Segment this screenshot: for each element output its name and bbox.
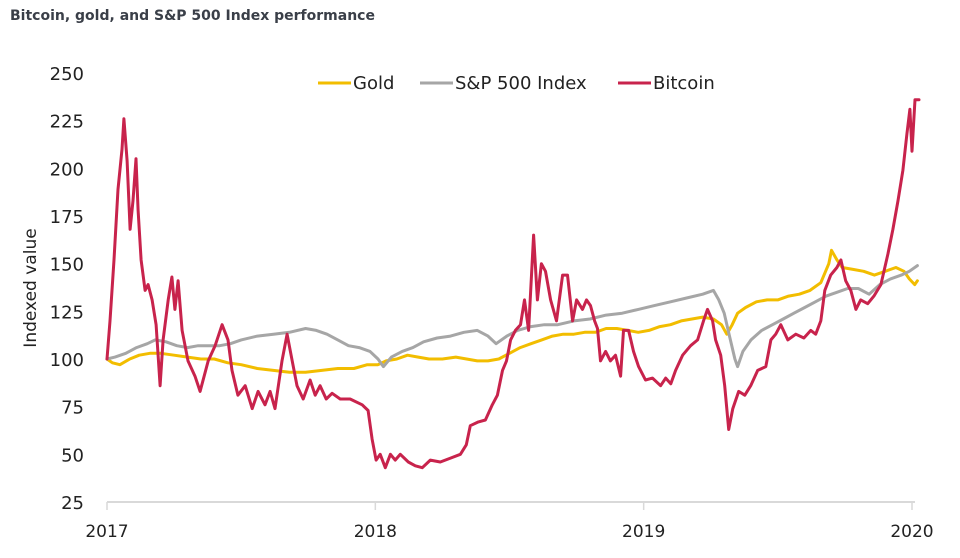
y-tick-label: 75 bbox=[61, 398, 84, 419]
x-tick-label: 2018 bbox=[354, 522, 397, 542]
y-tick-label: 200 bbox=[50, 159, 84, 180]
legend-item: S&P 500 Index bbox=[420, 73, 587, 94]
x-tick-label: 2020 bbox=[890, 522, 933, 542]
x-tick-label: 2017 bbox=[85, 522, 128, 542]
legend-label: Gold bbox=[353, 73, 394, 94]
y-tick-label: 50 bbox=[61, 445, 84, 466]
y-axis-ticks: 25 50 75 100 125 150 175 200 225 250 bbox=[50, 64, 84, 514]
legend-label: Bitcoin bbox=[653, 73, 715, 94]
legend-item: Gold bbox=[318, 73, 394, 94]
y-axis-title-group: Indexed value bbox=[21, 228, 41, 347]
y-axis-title: Indexed value bbox=[21, 228, 41, 347]
chart-title: Bitcoin, gold, and S&P 500 Index perform… bbox=[10, 8, 375, 24]
series-lines bbox=[105, 98, 921, 470]
y-tick-label: 125 bbox=[50, 302, 84, 323]
legend: Gold S&P 500 Index Bitcoin bbox=[318, 73, 715, 94]
y-tick-label: 225 bbox=[50, 112, 84, 133]
series-line-bitcoin bbox=[105, 98, 921, 470]
y-tick-label: 175 bbox=[50, 207, 84, 228]
x-axis: 2017 2018 2019 2020 bbox=[85, 501, 934, 542]
series-line-gold bbox=[105, 248, 919, 374]
legend-label: S&P 500 Index bbox=[455, 73, 587, 94]
y-tick-label: 250 bbox=[50, 64, 84, 85]
legend-item: Bitcoin bbox=[618, 73, 715, 94]
y-tick-label: 100 bbox=[50, 350, 84, 371]
y-tick-label: 25 bbox=[61, 493, 84, 514]
y-tick-label: 150 bbox=[50, 255, 84, 276]
series-line-s-p-500-index bbox=[105, 264, 919, 369]
x-tick-label: 2019 bbox=[622, 522, 665, 542]
